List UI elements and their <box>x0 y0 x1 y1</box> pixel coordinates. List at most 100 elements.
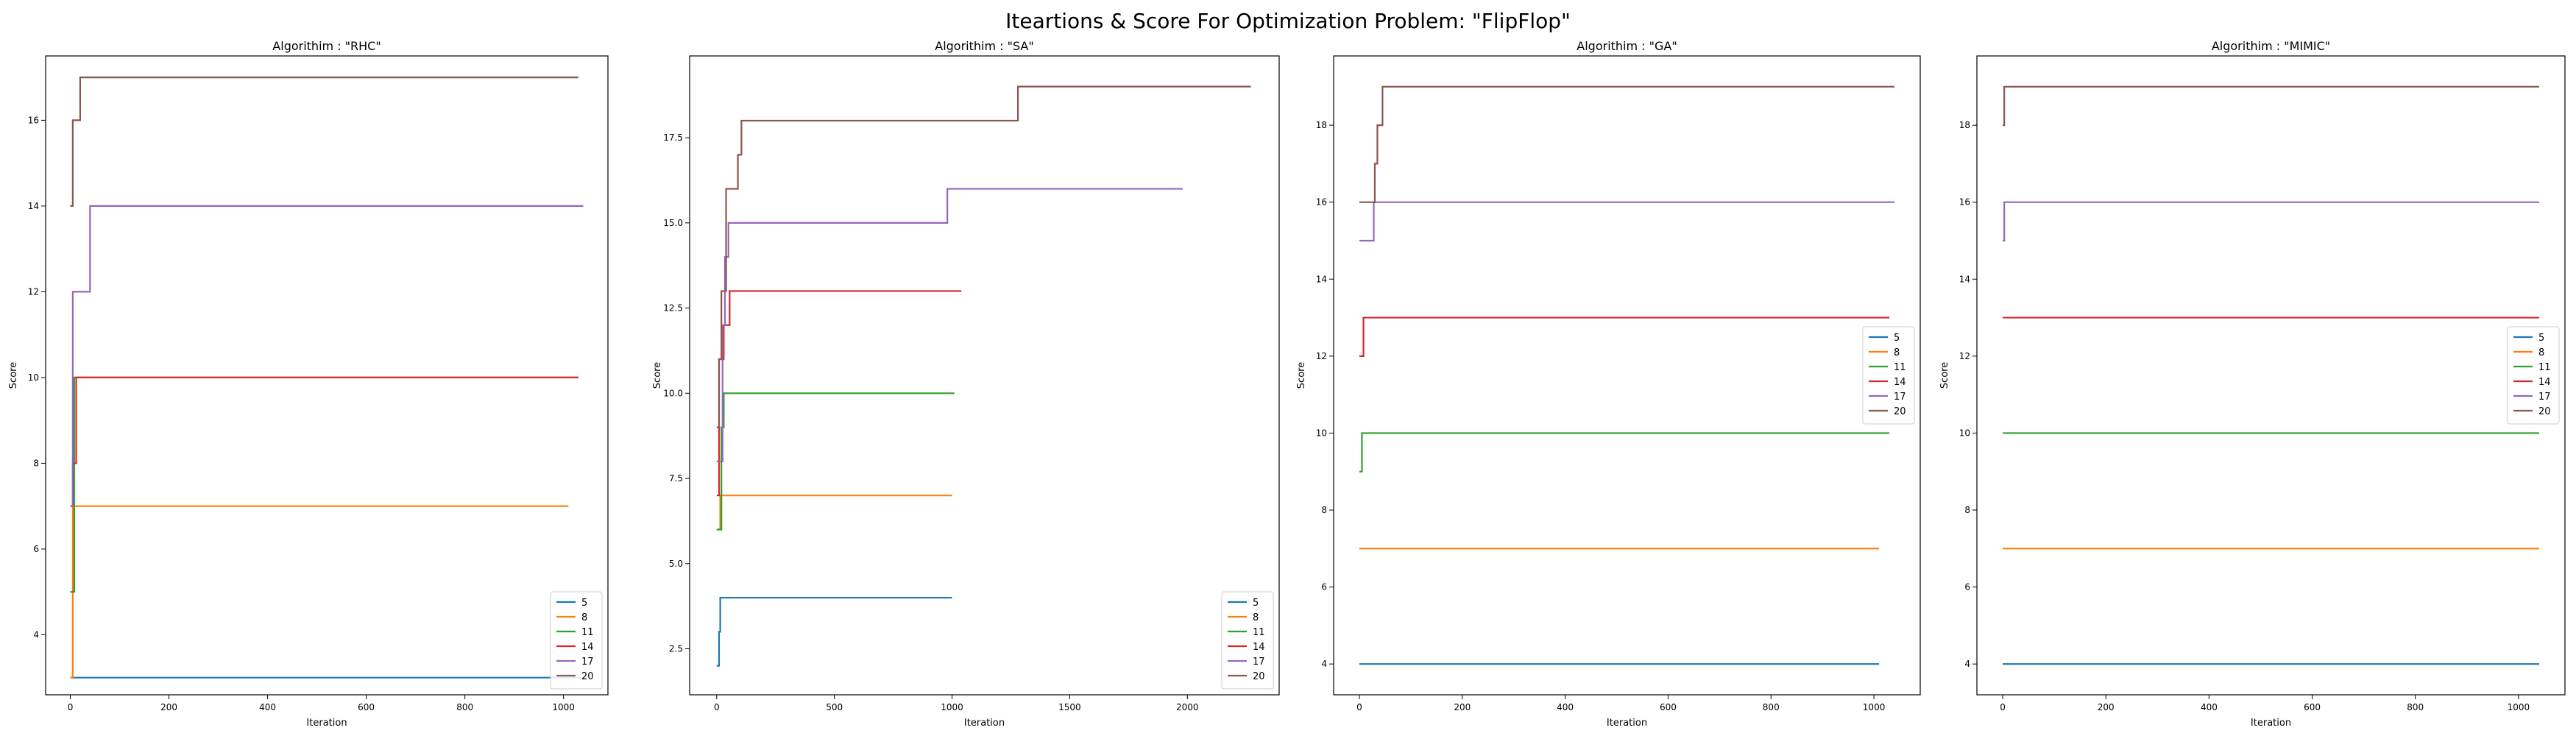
legend-label-8: 8 <box>1894 347 1900 358</box>
x-axis-label: Iteration <box>1607 718 1647 729</box>
y-tick-label: 8 <box>1964 505 1970 515</box>
legend-label-11: 11 <box>581 627 594 638</box>
x-tick-label: 0 <box>2000 702 2006 712</box>
legend-label-11: 11 <box>2538 362 2551 373</box>
y-axis-label: Score <box>1296 362 1307 389</box>
series-line-17 <box>2003 201 2539 242</box>
legend: 5 8 11 14 17 20 <box>1221 591 1274 690</box>
x-tick-label: 400 <box>1557 702 1574 712</box>
y-tick-label: 16 <box>1316 197 1327 208</box>
legend-box <box>2507 326 2560 425</box>
y-tick-label: 4 <box>33 629 39 640</box>
legend: 5 8 11 14 17 20 <box>550 591 603 690</box>
y-tick-label: 14 <box>1316 274 1327 284</box>
legend-label-8: 8 <box>581 612 587 623</box>
x-tick-label: 200 <box>1454 702 1471 712</box>
series-line-20 <box>70 77 578 207</box>
x-tick-label: 2000 <box>1176 702 1199 712</box>
y-tick-label: 14 <box>1959 274 1970 284</box>
chart-panel-4: 0 200 400 600 800 1000 4 6 8 10 12 14 16 18 Algorithim… <box>1939 39 2566 729</box>
x-tick-label: 800 <box>1763 702 1780 712</box>
x-tick-label: 500 <box>826 702 843 712</box>
series-line-20 <box>1359 85 1895 203</box>
y-tick-label: 18 <box>1316 120 1327 130</box>
legend-label-14: 14 <box>2538 377 2551 388</box>
y-tick-label: 17.5 <box>663 132 683 143</box>
chart-panel-2: 0 500 1000 1500 2000 2.5 5.0 7.5 10.0 12.5 15.0 17.… <box>652 39 1280 729</box>
panel-title: Algorithim : "MIMIC" <box>2212 39 2330 53</box>
chart-panel-1: 0 200 400 600 800 1000 4 6 8 10 12 14 16 Algorithim :… <box>8 39 609 729</box>
y-tick-label: 15.0 <box>663 218 683 228</box>
legend-label-20: 20 <box>581 671 594 682</box>
y-tick-label: 14 <box>28 201 39 211</box>
x-tick-label: 1500 <box>1058 702 1081 712</box>
series-line-14 <box>1359 316 1890 357</box>
series-line-5 <box>716 596 952 667</box>
x-tick-label: 0 <box>714 702 720 712</box>
legend-label-11: 11 <box>1894 362 1906 373</box>
x-tick-label: 0 <box>1356 702 1362 712</box>
legend-box <box>1862 326 1915 425</box>
legend-label-20: 20 <box>1894 406 1906 417</box>
panel-title: Algorithim : "SA" <box>935 39 1033 53</box>
legend-label-5: 5 <box>581 598 587 609</box>
panel-title: Algorithim : "GA" <box>1577 39 1677 53</box>
x-tick-label: 1000 <box>1863 702 1886 712</box>
legend: 5 8 11 14 17 20 <box>2507 326 2560 425</box>
x-tick-label: 800 <box>456 702 473 712</box>
series-line-17 <box>70 205 584 507</box>
legend-label-20: 20 <box>2538 406 2551 417</box>
x-tick-label: 800 <box>2407 702 2424 712</box>
legend-label-14: 14 <box>1894 377 1906 388</box>
legend-label-8: 8 <box>2538 347 2544 358</box>
y-axis-label: Score <box>8 362 19 389</box>
figure-title: Iteartions & Score For Optimization Prob… <box>1005 9 1571 33</box>
axes-frame <box>689 55 1280 696</box>
y-tick-label: 10 <box>1959 428 1970 438</box>
axes-frame <box>45 55 609 696</box>
legend-label-14: 14 <box>581 642 594 653</box>
y-tick-label: 6 <box>1964 582 1970 592</box>
y-tick-label: 12.5 <box>663 303 683 314</box>
x-tick-label: 1000 <box>941 702 963 712</box>
y-axis-label: Score <box>1939 362 1950 389</box>
y-tick-label: 10 <box>28 372 39 383</box>
legend-label-14: 14 <box>1253 642 1265 653</box>
x-tick-label: 400 <box>259 702 276 712</box>
y-tick-label: 6 <box>33 544 39 554</box>
legend-label-17: 17 <box>2538 392 2551 403</box>
x-tick-label: 1000 <box>2508 702 2530 712</box>
x-tick-label: 400 <box>2201 702 2218 712</box>
legend-label-5: 5 <box>2538 333 2544 344</box>
y-tick-label: 10 <box>1316 428 1327 438</box>
y-tick-label: 18 <box>1959 120 1970 130</box>
legend-label-5: 5 <box>1894 333 1900 344</box>
y-tick-label: 8 <box>33 458 39 468</box>
y-tick-label: 6 <box>1321 582 1327 592</box>
x-tick-label: 0 <box>68 702 74 712</box>
x-tick-label: 600 <box>2304 702 2321 712</box>
y-tick-label: 2.5 <box>669 644 683 654</box>
legend-label-20: 20 <box>1253 671 1265 682</box>
legend: 5 8 11 14 17 20 <box>1862 326 1915 425</box>
legend-label-11: 11 <box>1253 627 1265 638</box>
legend-label-5: 5 <box>1253 598 1259 609</box>
y-tick-label: 16 <box>28 115 39 125</box>
legend-label-17: 17 <box>1253 657 1265 668</box>
x-axis-label: Iteration <box>2251 718 2291 729</box>
x-tick-label: 1000 <box>552 702 575 712</box>
legend-box <box>550 591 603 690</box>
legend-box <box>1221 591 1274 690</box>
x-tick-label: 200 <box>2098 702 2115 712</box>
x-tick-label: 200 <box>160 702 177 712</box>
y-tick-label: 4 <box>1964 659 1970 669</box>
axes-frame <box>1976 55 2566 696</box>
x-tick-label: 600 <box>1660 702 1677 712</box>
y-axis-label: Score <box>652 362 663 389</box>
y-tick-label: 16 <box>1959 197 1970 208</box>
y-tick-label: 12 <box>1959 351 1970 361</box>
y-tick-label: 12 <box>28 286 39 297</box>
series-line-11 <box>1359 432 1890 473</box>
y-tick-label: 10.0 <box>663 388 683 398</box>
